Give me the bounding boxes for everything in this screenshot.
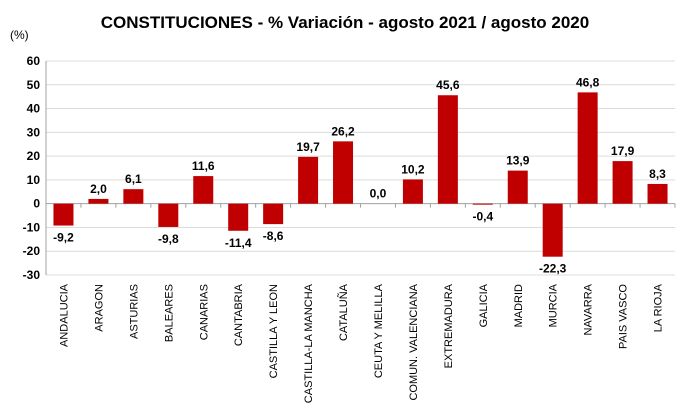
data-label: 13,9 [506, 154, 530, 168]
category-label: PAIS VASCO [618, 284, 630, 349]
bar [333, 141, 354, 204]
category-label: COMUN. VALENCIANA [408, 283, 420, 400]
data-label: 6,1 [125, 172, 142, 186]
y-tick-label: 0 [33, 197, 40, 211]
bar [123, 189, 144, 204]
y-tick-label: 40 [27, 102, 41, 116]
data-label: -8,6 [263, 229, 284, 243]
category-label: CASTILLA Y LEON [268, 284, 280, 378]
category-label: CASTILLA-LA MANCHA [303, 283, 315, 403]
category-label: BALEARES [163, 284, 175, 342]
y-tick-label: 10 [27, 173, 41, 187]
data-label: -11,4 [225, 236, 252, 250]
y-tick-label: 20 [27, 149, 41, 163]
bar [542, 203, 563, 257]
bar [612, 161, 633, 204]
data-label: 11,6 [192, 159, 215, 173]
bar [437, 95, 458, 204]
y-tick-label: -20 [23, 244, 41, 258]
bar [472, 203, 493, 205]
data-label: 26,2 [331, 124, 355, 138]
y-tick-label: 60 [27, 54, 41, 68]
y-tick-label: -10 [23, 220, 41, 234]
bar [402, 179, 423, 204]
bar [193, 176, 214, 204]
category-label: LA RIOJA [653, 283, 665, 332]
data-label: 0,0 [370, 187, 387, 201]
category-label: ANDALUCIA [58, 283, 70, 347]
category-label: GALICIA [478, 283, 490, 327]
y-tick-label: 50 [27, 78, 41, 92]
data-label: 46,8 [576, 75, 600, 89]
category-label: NAVARRA [583, 283, 595, 335]
y-axis-unit: (%) [10, 28, 29, 42]
bar [577, 92, 598, 204]
category-label: MURCIA [548, 283, 560, 327]
category-label: CEUTA Y MELILLA [373, 283, 385, 378]
data-label: -0,4 [472, 210, 493, 224]
bar [88, 198, 109, 204]
category-label: MADRID [513, 284, 525, 327]
data-label: 10,2 [401, 162, 425, 176]
category-label: ASTURIAS [128, 284, 140, 339]
bar [53, 203, 74, 226]
data-label: -9,2 [53, 231, 74, 245]
data-label: 17,9 [611, 144, 635, 158]
y-tick-label: -30 [23, 268, 41, 282]
bar [158, 203, 179, 227]
bar [263, 203, 284, 225]
bar [228, 203, 249, 231]
bar [647, 183, 668, 204]
category-label: CANTABRIA [233, 283, 245, 346]
y-tick-label: 30 [27, 125, 41, 139]
bar [298, 156, 319, 204]
category-label: ARAGON [93, 284, 105, 332]
data-label: 2,0 [90, 182, 107, 196]
data-label: 45,6 [436, 78, 460, 92]
data-label: 8,3 [649, 167, 666, 181]
bar [507, 170, 528, 204]
data-label: 19,7 [296, 140, 320, 154]
data-label: -22,3 [539, 262, 567, 276]
chart-title: CONSTITUCIONES - % Variación - agosto 20… [101, 13, 589, 32]
category-label: EXTREMADURA [443, 283, 455, 368]
category-label: CANARIAS [198, 284, 210, 340]
data-label: -9,8 [158, 232, 179, 246]
category-label: CATALUÑA [337, 283, 350, 341]
